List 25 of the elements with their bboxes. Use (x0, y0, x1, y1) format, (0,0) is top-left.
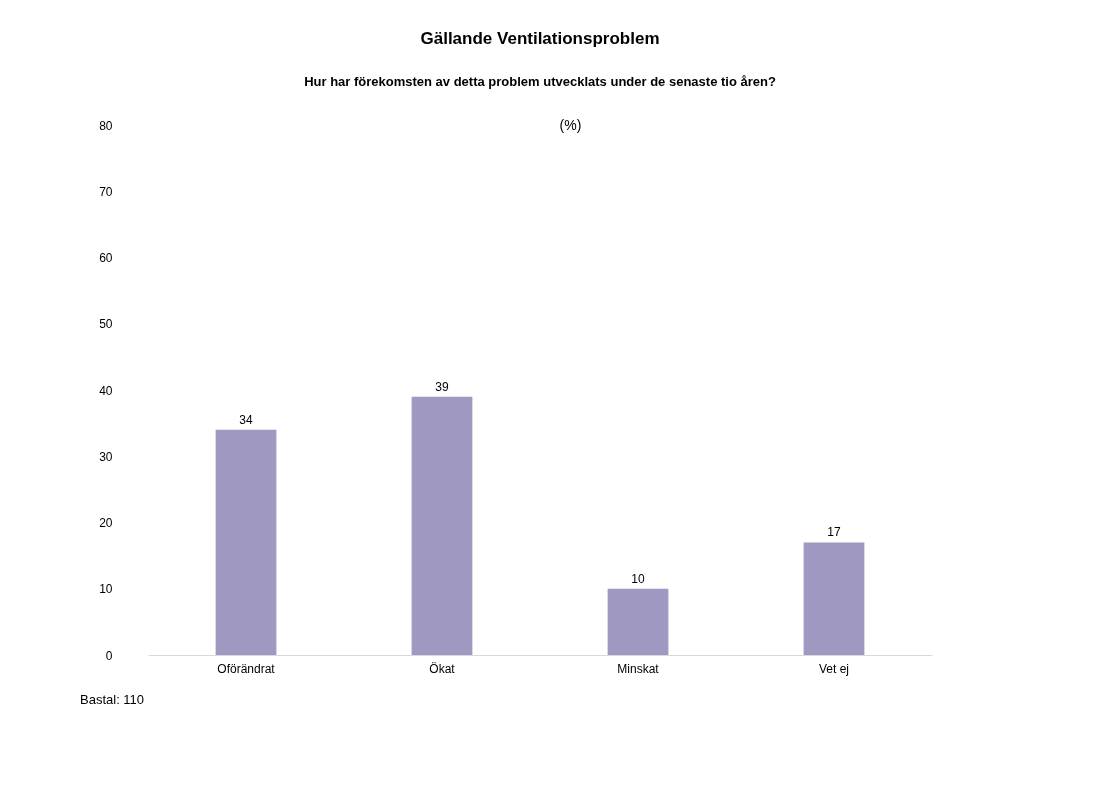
chart-subtitle: Hur har förekomsten av detta problem utvecklats under de senaste tio åren? (304, 74, 776, 89)
bar (411, 396, 473, 655)
data-label: 10 (631, 571, 645, 586)
chart-title: Gällande Ventilationsproblem (420, 29, 660, 48)
data-label: 34 (239, 412, 253, 427)
y-tick-label: 0 (105, 648, 113, 663)
text: Bastal: 110 (80, 692, 145, 707)
bar (803, 542, 865, 655)
y-tick-label: 80 (99, 118, 113, 133)
x-tick-label: Vet ej (818, 661, 850, 676)
x-tick-label: Oförändrat (217, 661, 276, 676)
y-axis-title: (%) (559, 116, 582, 133)
x-tick-label: Ökat (429, 661, 456, 676)
bar (215, 429, 277, 655)
x-tick-label: Minskat (617, 661, 660, 676)
bar (607, 588, 669, 655)
y-tick-label: 20 (99, 516, 113, 530)
y-tick-label: 10 (99, 582, 113, 597)
y-tick-label: 50 (99, 317, 113, 332)
y-tick-label: 30 (99, 449, 113, 464)
y-tick-label: 40 (99, 383, 113, 398)
y-tick-label: 70 (99, 184, 113, 199)
data-label: 17 (827, 525, 841, 540)
y-tick-label: 60 (99, 251, 113, 265)
data-label: 39 (435, 379, 449, 394)
